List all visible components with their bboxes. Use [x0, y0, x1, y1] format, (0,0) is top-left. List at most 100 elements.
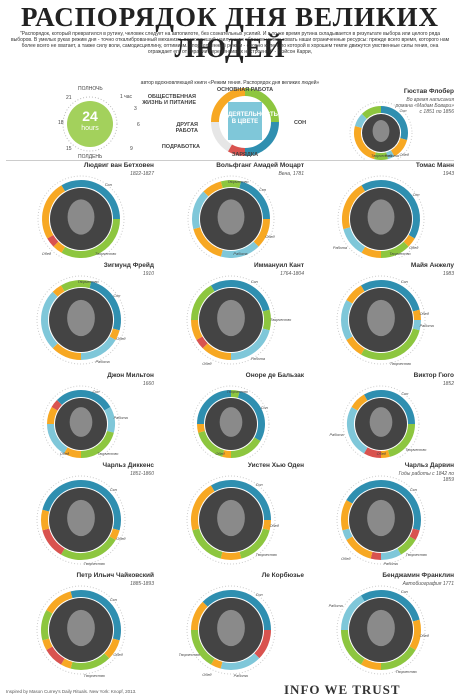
schedule-segment-other: [341, 300, 353, 340]
portrait-face: [67, 609, 95, 647]
person-name: Уистен Хью Оден: [247, 462, 304, 469]
schedule-segment-main: [230, 437, 261, 458]
activity-label: Работа: [419, 324, 434, 329]
activity-label: Работа: [113, 416, 128, 421]
schedule-segment-main: [387, 423, 415, 457]
person-name: Людвиг ван Бетховен: [83, 162, 154, 169]
legend: ПОЛНОЧЬ ПОЛДЕНЬ 1 час 21 18 15 3 6 9 24 …: [0, 86, 460, 160]
schedule-segment-other: [230, 328, 270, 360]
person-years: 1822-1827: [130, 171, 154, 177]
portrait-face: [219, 407, 243, 437]
clock-dial: [192, 385, 270, 458]
schedule-segment-main: [70, 653, 110, 670]
schedule-segment-sleep: [230, 280, 270, 312]
activity-label: Сон: [104, 183, 112, 188]
schedule-segment-social: [409, 619, 421, 650]
activity-label: Работа: [329, 433, 344, 438]
schedule-segment-other: [41, 291, 58, 349]
schedule-segment-social: [109, 528, 120, 540]
person-name: Чарльз Дарвин: [404, 462, 454, 469]
portrait-face: [217, 499, 245, 537]
activity-label: Сон: [113, 293, 121, 298]
person-clock: [36, 275, 126, 365]
person-clock: [36, 475, 126, 565]
legend-segment-sleep: [244, 121, 279, 156]
schedule-segment-other: [380, 548, 401, 560]
clock-dial: [342, 385, 420, 458]
activity-label: Работа: [233, 674, 248, 678]
schedule-segment-social: [354, 126, 377, 160]
legend-hours-number: 24: [82, 108, 98, 124]
person-card: Майя Анжелу 1983 Сон Обед Работа Творчество: [306, 262, 456, 368]
schedule-segment-main: [61, 280, 82, 292]
person-card: Людвиг ван Бетховен 1822-1827 Сон Творчеств…: [6, 162, 156, 258]
person-card: Иммануил Кант 1764-1804 Сон Творчество Работ…: [156, 262, 306, 368]
person-card: Чарльз Дарвин Годы работы с 1842 по 1859 С…: [306, 462, 456, 568]
person-clock: [186, 585, 276, 675]
schedule-segment-sleep: [80, 390, 111, 411]
clock-dial: [336, 475, 426, 565]
schedule-segment-sleep: [380, 106, 408, 140]
activity-label: Творчество: [178, 652, 200, 657]
activity-label: Творчество: [83, 674, 105, 678]
schedule-segment-social: [61, 658, 73, 669]
schedule-segment-social: [262, 519, 271, 531]
legend-tick: 6: [137, 122, 140, 128]
schedule-segment-exercise: [370, 551, 382, 560]
legend-clock: [62, 96, 118, 152]
person-card: Уистен Хью Оден Сон Обед Творчество: [156, 462, 306, 568]
person-clock: [336, 475, 426, 565]
schedule-segment-main: [192, 528, 223, 559]
schedule-segment-sleep: [380, 280, 420, 312]
schedule-segment-other: [220, 653, 260, 670]
person-clock: [186, 475, 276, 565]
legend-tick: 18: [58, 120, 64, 126]
person-name: Майя Анжелу: [410, 262, 454, 269]
schedule-segment-sleep: [380, 390, 415, 425]
portrait-face: [217, 609, 245, 647]
schedule-segment-sleep: [202, 590, 232, 607]
schedule-segment-social: [203, 181, 223, 197]
schedule-segment-social: [403, 234, 415, 247]
page-title: РАСПОРЯДОК ДНЯ ВЕЛИКИХ ЛЮДЕЙ: [21, 2, 439, 63]
schedule-segment-main: [262, 309, 271, 331]
schedule-segment-social: [41, 509, 50, 531]
schedule-segment-exercise: [51, 399, 62, 411]
legend-segment-rest: [211, 121, 233, 152]
activity-label: Сон: [250, 280, 258, 284]
portrait-face: [367, 609, 395, 647]
person-card: Томас Манн 1943 Сон Обед Творчество Работа: [306, 162, 456, 258]
schedule-segment-social: [64, 447, 82, 458]
clock-dial: [186, 475, 276, 565]
legend-tick: 9: [130, 146, 133, 152]
activity-label: Творчество: [389, 362, 411, 366]
schedule-segment-sleep: [230, 480, 271, 521]
activity-label: Сон: [399, 109, 407, 114]
legend-cat-exercise: ЗАРЯДКА: [231, 152, 259, 158]
schedule-segment-main: [380, 241, 409, 258]
activity-label: Обед: [59, 452, 70, 456]
person-years: 1852: [442, 381, 454, 387]
clock-dial: [349, 101, 413, 160]
schedule-segment-social: [46, 591, 73, 614]
schedule-segment-main: [361, 106, 382, 120]
activity-label: Творчество: [395, 670, 417, 675]
activity-label: Работа: [332, 246, 348, 251]
divider: [6, 160, 454, 161]
schedule-segment-main: [220, 180, 232, 189]
schedule-segment-other: [412, 319, 421, 331]
schedule-segment-other: [104, 407, 115, 433]
person-years: 1983: [442, 271, 454, 277]
schedule-segment-sleep: [197, 390, 232, 425]
activity-label: Творчество: [95, 252, 117, 256]
schedule-segment-sleep: [237, 391, 265, 441]
person-name: Томас Манн: [415, 162, 454, 169]
clock-dial: [336, 585, 426, 675]
schedule-segment-other: [343, 227, 366, 253]
schedule-segment-social: [47, 407, 58, 425]
activity-label: Сон: [400, 280, 408, 284]
legend-segment-main: [244, 88, 279, 123]
legend-cat-other: ДРУГАЯ РАБОТА: [175, 122, 198, 134]
person-clock: [186, 275, 276, 365]
schedule-segment-sleep: [61, 180, 82, 192]
